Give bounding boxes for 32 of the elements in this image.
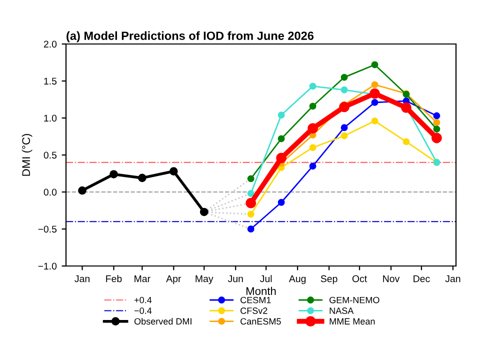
- x-tick-label: Jun: [228, 275, 243, 282]
- y-tick-label: 1.0: [44, 114, 57, 122]
- x-tick-label: Aug: [288, 275, 306, 284]
- x-tick-label: Apr: [166, 275, 182, 284]
- legend-label: Observed DMI: [134, 318, 192, 325]
- y-tick-label: −1.0: [38, 262, 57, 270]
- chart-title: (a) Model Predictions of IOD from June 2026: [66, 31, 314, 42]
- x-tick-label: Jan: [445, 275, 460, 282]
- legend-label: MME Mean: [330, 318, 375, 325]
- legend-label: CESM1: [240, 296, 271, 304]
- x-tick-label: May: [196, 275, 214, 284]
- legend-label: CFSv2: [240, 308, 268, 314]
- x-tick-label: Nov: [383, 275, 400, 282]
- x-tick-label: Oct: [352, 275, 368, 282]
- x-tick-label: Mar: [134, 275, 150, 282]
- y-tick-label: 1.5: [44, 78, 57, 85]
- x-tick-label: Feb: [106, 275, 122, 282]
- y-tick-label: −0.5: [38, 226, 57, 233]
- x-tick-label: Sep: [320, 275, 338, 284]
- legend-label: −0.4: [134, 308, 152, 314]
- x-axis-title: Month: [246, 286, 276, 296]
- y-axis-title: DMI (°C): [22, 134, 32, 176]
- legend-label: +0.4: [134, 296, 152, 304]
- legend-label: GEM-NEMO: [330, 296, 380, 304]
- x-tick-label: Dec: [414, 275, 430, 282]
- x-tick-label: Jan: [74, 275, 90, 282]
- legend-label: CanESM5: [240, 318, 281, 325]
- legend-label: NASA: [330, 308, 354, 314]
- y-tick-label: 0.5: [44, 152, 57, 159]
- y-tick-label: 0.0: [44, 188, 57, 196]
- y-tick-label: 2.0: [44, 40, 57, 48]
- x-tick-label: Jul: [260, 275, 272, 282]
